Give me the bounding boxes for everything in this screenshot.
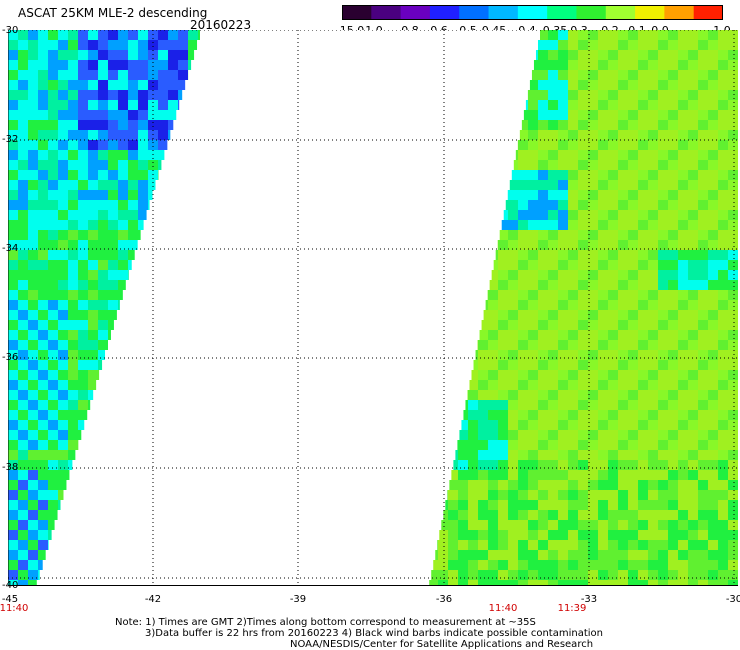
colorbar-swatch: [488, 5, 519, 20]
colorbar: [342, 5, 723, 20]
grid-lines: [8, 30, 738, 586]
colorbar-swatch: [635, 5, 665, 20]
pass-time-label: 11:39: [557, 603, 587, 614]
colorbar-swatch: [517, 5, 548, 20]
swath-left: [8, 30, 200, 586]
colorbar-swatch: [693, 5, 723, 20]
colorbar-swatch: [576, 5, 607, 20]
note-line-2: 3)Data buffer is 22 hrs from 20160223 4)…: [145, 628, 603, 639]
colorbar-swatch: [459, 5, 490, 20]
latitude-label: -36: [2, 352, 19, 363]
colorbar-swatch: [664, 5, 695, 20]
note-line-3: NOAA/NESDIS/Center for Satellite Applica…: [290, 639, 594, 650]
colorbar-swatch: [371, 5, 402, 20]
longitude-label: -45: [1, 594, 19, 605]
product-title: ASCAT 25KM MLE-2 descending: [18, 6, 208, 20]
colorbar-swatch: [547, 5, 577, 20]
colorbar-swatch: [342, 5, 372, 20]
pass-time-label: 11:40: [0, 603, 29, 614]
latitude-label: -34: [2, 243, 19, 254]
latitude-label: -38: [2, 462, 19, 473]
latitude-label: -40: [2, 580, 19, 591]
longitude-label: -42: [144, 594, 162, 605]
colorbar-swatch: [605, 5, 636, 20]
note-line-1: Note: 1) Times are GMT 2)Times along bot…: [115, 617, 536, 628]
longitude-label: -36: [435, 594, 453, 605]
colorbar-swatch: [429, 5, 460, 20]
wind-map: [8, 30, 738, 586]
swath-right: [429, 30, 738, 586]
latitude-label: -32: [2, 134, 19, 145]
pass-time-label: 11:40: [488, 603, 518, 614]
longitude-label: -30: [725, 594, 740, 605]
product-date: 20160223: [190, 18, 252, 32]
longitude-label: -39: [289, 594, 307, 605]
longitude-label: -33: [580, 594, 598, 605]
latitude-label: -30: [2, 25, 19, 36]
colorbar-swatch: [400, 5, 431, 20]
